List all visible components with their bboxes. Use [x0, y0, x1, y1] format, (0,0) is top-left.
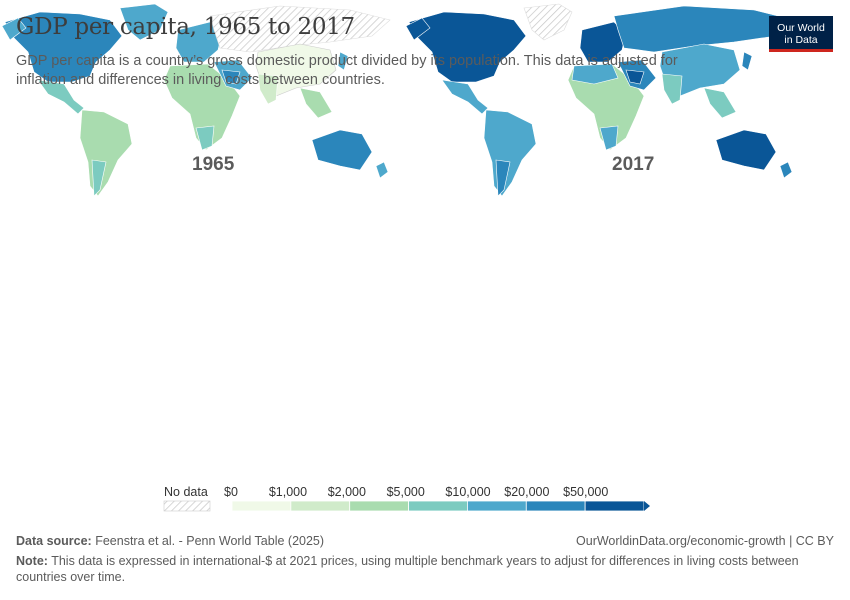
- region-southeast-asia[interactable]: [703, 87, 737, 119]
- source-url[interactable]: OurWorldinData.org/economic-growth | CC …: [576, 534, 834, 548]
- legend-no-data-swatch: [163, 500, 211, 512]
- legend-tick-label: $50,000: [563, 485, 609, 499]
- legend-bin-6[interactable]: [584, 500, 645, 512]
- region-southeast-asia[interactable]: [299, 87, 333, 119]
- data-source-text[interactable]: Feenstra et al. - Penn World Table (2025…: [95, 534, 325, 548]
- region-south-america[interactable]: [484, 109, 537, 197]
- region-japan[interactable]: [337, 51, 349, 71]
- region-alaska[interactable]: [1, 17, 27, 41]
- region-new-zealand[interactable]: [375, 161, 389, 179]
- legend-bin-3[interactable]: [408, 500, 468, 512]
- map-title-2017: 2017: [612, 154, 655, 175]
- chart-note: Note: This data is expressed in internat…: [16, 553, 831, 585]
- region-ussr-no-data[interactable]: [209, 5, 391, 53]
- region-alaska[interactable]: [406, 17, 431, 41]
- note-label: Note:: [16, 554, 48, 568]
- legend-swatches: [163, 500, 650, 512]
- legend-bin-1[interactable]: [290, 500, 351, 512]
- region-saudi-arabia[interactable]: [221, 69, 241, 85]
- region-north-america[interactable]: [409, 11, 527, 83]
- region-saudi-arabia[interactable]: [626, 69, 645, 85]
- legend-tick-label: $20,000: [504, 485, 550, 499]
- legend-no-data-label: No data: [164, 485, 208, 499]
- logo-line-1: Our World: [777, 22, 825, 34]
- region-india[interactable]: [257, 73, 279, 105]
- legend-tick-label: $2,000: [327, 485, 366, 499]
- legend-tick-label: $0: [224, 485, 238, 499]
- data-source-label: Data source:: [16, 534, 92, 548]
- color-legend: No data $0 $1,000 $2,000 $5,000 $10,000 $20,0…: [0, 478, 850, 518]
- legend-tick-label: $5,000: [386, 485, 425, 499]
- world-map-2017[interactable]: [404, 0, 804, 200]
- region-central-america[interactable]: [37, 79, 85, 115]
- region-australia[interactable]: [716, 129, 777, 171]
- legend-bin-2[interactable]: [349, 500, 409, 512]
- region-southern-africa[interactable]: [195, 125, 215, 151]
- region-argentina[interactable]: [496, 159, 511, 197]
- region-japan[interactable]: [742, 51, 753, 71]
- region-central-america[interactable]: [441, 79, 489, 115]
- legend-tick-label: $1,000: [268, 485, 308, 499]
- legend-bin-5[interactable]: [525, 500, 586, 512]
- legend-bin-0[interactable]: [231, 500, 292, 512]
- region-india[interactable]: [662, 73, 683, 105]
- region-australia[interactable]: [311, 129, 373, 171]
- data-source: Data source: Feenstra et al. - Penn Worl…: [16, 534, 324, 548]
- world-map-1965[interactable]: [0, 0, 400, 200]
- region-russia[interactable]: [614, 5, 796, 53]
- region-southern-africa[interactable]: [600, 125, 619, 151]
- region-argentina[interactable]: [91, 159, 107, 197]
- legend-tick-label: $10,000: [445, 485, 491, 499]
- chart-subtitle: GDP per capita is a country’s gross dome…: [16, 53, 678, 88]
- region-south-america[interactable]: [79, 109, 133, 197]
- note-text: This data is expressed in international-…: [16, 554, 799, 584]
- region-greenland[interactable]: [524, 3, 573, 41]
- legend-arrow-icon: [644, 501, 650, 511]
- region-greenland[interactable]: [119, 3, 169, 41]
- region-north-america[interactable]: [4, 11, 123, 83]
- region-new-zealand[interactable]: [780, 161, 793, 179]
- region-north-africa[interactable]: [572, 63, 619, 85]
- logo-line-2: in Data: [784, 34, 818, 46]
- map-title-1965: 1965: [192, 154, 235, 175]
- legend-bin-4[interactable]: [467, 500, 527, 512]
- owid-logo[interactable]: Our World in Data: [769, 16, 833, 52]
- chart-title: GDP per capita, 1965 to 2017: [16, 14, 355, 40]
